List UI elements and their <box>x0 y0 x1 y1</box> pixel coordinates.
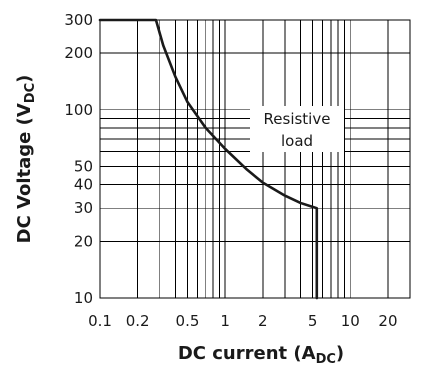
x-tick-label-20: 20 <box>378 312 397 330</box>
x-tick-label-1: 1 <box>220 312 230 330</box>
y-tick-label-20: 20 <box>74 232 93 250</box>
y-axis-title-end: ) <box>14 75 35 83</box>
y-tick-label-50: 50 <box>74 157 93 175</box>
y-tick-label-100: 100 <box>64 101 93 119</box>
grid <box>99 19 411 299</box>
y-axis-title-main: DC Voltage (V <box>14 103 35 243</box>
y-tick-label-300: 300 <box>64 11 93 29</box>
x-tick-labels: 0.1 0.2 0.5 1 2 5 10 20 <box>88 312 397 330</box>
plot-frame <box>99 19 411 299</box>
x-tick-label-2: 2 <box>258 312 268 330</box>
y-tick-label-30: 30 <box>74 199 93 217</box>
x-axis-title: DC current (ADC) <box>178 343 344 365</box>
y-axis-title-sub: DC <box>23 83 38 103</box>
y-tick-label-40: 40 <box>74 176 93 194</box>
x-axis-title-sub: DC <box>316 352 336 365</box>
y-axis-title: DC Voltage (VDC) <box>14 75 38 244</box>
annotation-line-resistive: Resistive <box>264 110 331 128</box>
x-tick-label-5: 5 <box>308 312 318 330</box>
x-tick-label-0p2: 0.2 <box>126 312 150 330</box>
annotation-background <box>250 106 344 152</box>
x-axis-title-main: DC current (A <box>178 343 316 364</box>
annotation-line-load: load <box>281 132 313 150</box>
x-tick-label-0p1: 0.1 <box>88 312 112 330</box>
x-axis-title-end: ) <box>336 343 344 364</box>
x-tick-label-0p5: 0.5 <box>176 312 200 330</box>
y-tick-label-200: 200 <box>64 44 93 62</box>
x-tick-label-10: 10 <box>341 312 360 330</box>
series <box>98 18 319 300</box>
series-line-0 <box>98 18 319 300</box>
y-tick-label-10: 10 <box>74 289 93 307</box>
annotation: Resistive load <box>250 106 344 152</box>
